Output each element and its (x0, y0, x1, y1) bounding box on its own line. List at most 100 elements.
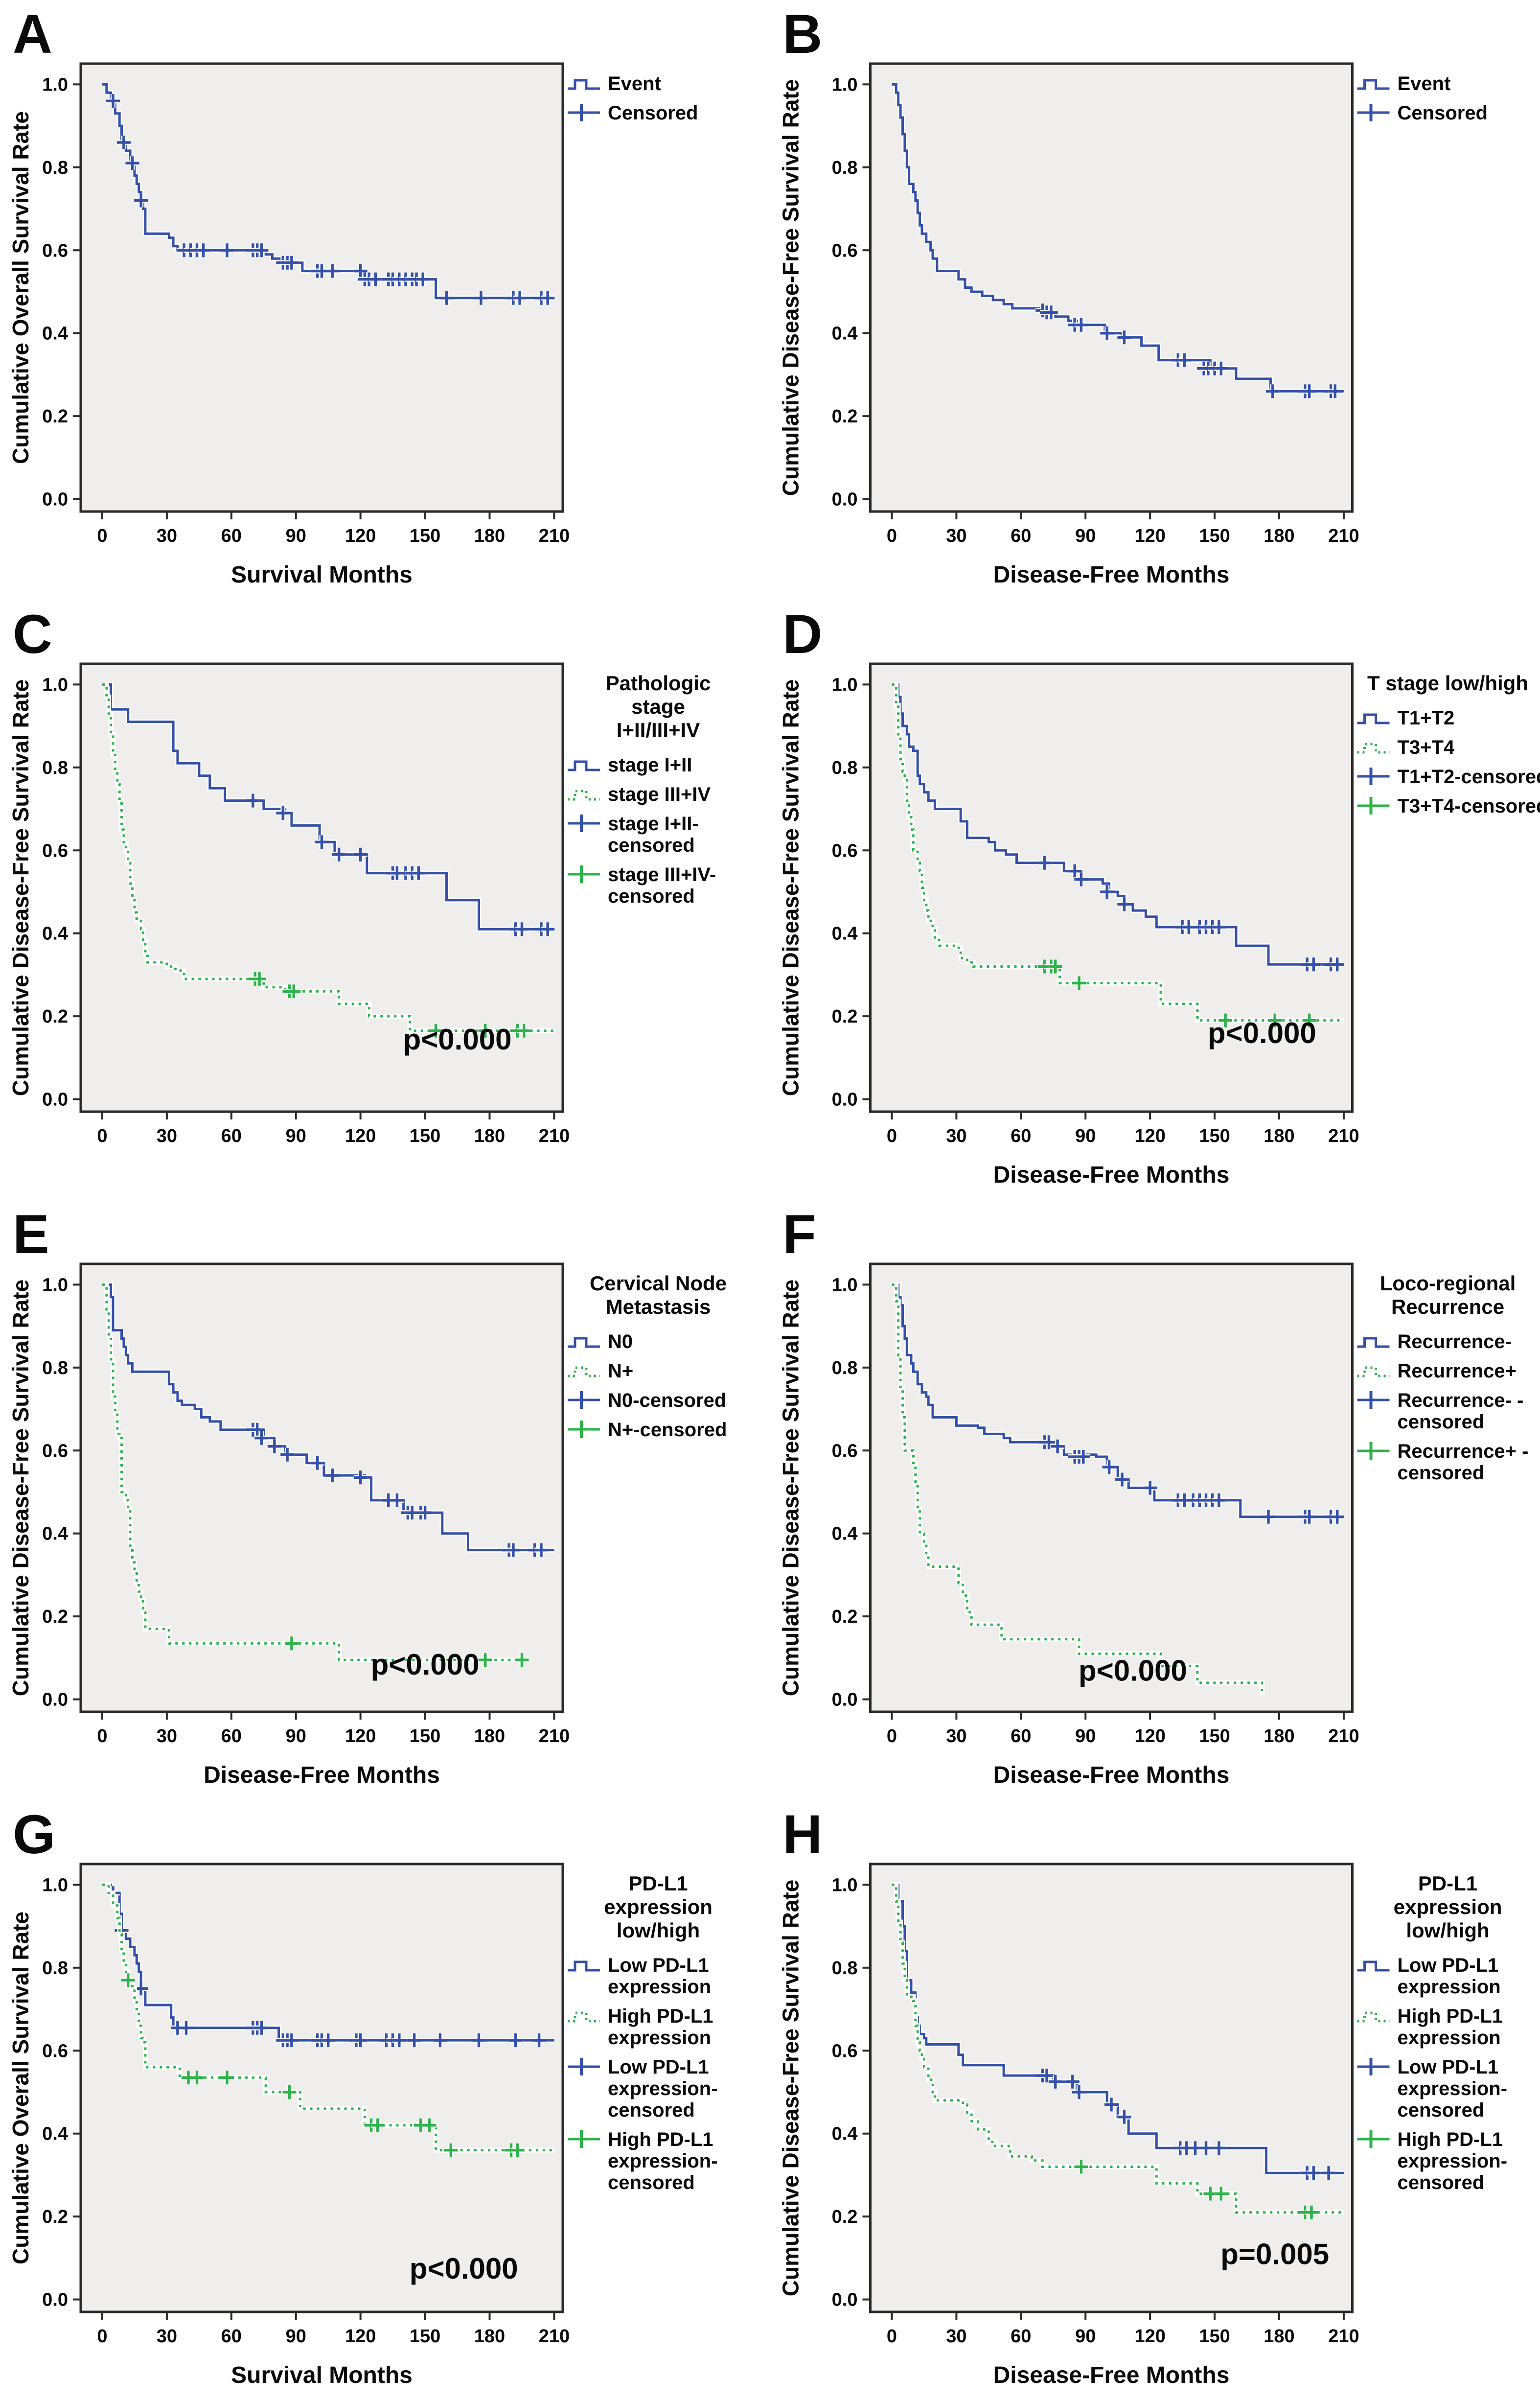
x-tick-label: 0 (887, 1726, 897, 1747)
legend-entry-label: N+ (608, 1360, 633, 1382)
plot-frame (869, 62, 1354, 513)
x-axis: 0 30 60 90 120 150 180 210 (887, 2312, 1359, 2347)
x-tick-label: 30 (157, 2326, 177, 2347)
y-tick-label: 0.8 (42, 758, 68, 778)
legend-title-line: Metastasis (606, 1295, 711, 1318)
censored-mark (368, 272, 383, 286)
legend-entry-label: censored (1398, 1462, 1485, 1484)
plot-area (81, 64, 563, 512)
censored-mark (121, 1973, 135, 1987)
x-tick-label: 150 (1199, 2326, 1230, 2347)
censored-mark (134, 193, 148, 208)
y-tick-label: 0.8 (42, 158, 68, 178)
censored-mark (353, 264, 368, 278)
censored-mark (1214, 2187, 1228, 2201)
x-tick-label: 180 (1264, 526, 1294, 546)
censored-mark (1074, 2160, 1088, 2174)
x-tick-label: 210 (539, 2326, 570, 2347)
plot-area (81, 1264, 563, 1712)
km-panel-E: p<0.000 0 30 60 90 120 150 180 210 0.0 0.2 0.4 0.6 0.… (0, 1200, 770, 1800)
x-tick-label: 60 (221, 2326, 242, 2347)
censored-mark (429, 1024, 443, 1038)
censored-mark (1212, 920, 1226, 934)
y-tick-label: 0.4 (832, 1524, 858, 1544)
censored-mark (1051, 1439, 1065, 1453)
censored-mark (254, 1431, 269, 1445)
y-axis-title: Cumulative Disease-Free Survival Rate (778, 1880, 804, 2296)
censored-mark (515, 1653, 529, 1667)
censored-marks-low-pd-l1-expression (1035, 2069, 1336, 2180)
km-plot-A: 0 30 60 90 120 150 180 210 0.0 0.2 0.4 0.6 0.8 1.0 Cum… (8, 3, 698, 588)
y-tick-label: 0.4 (832, 324, 858, 344)
censored-mark (1330, 957, 1344, 972)
censored-mark (1042, 1435, 1056, 1449)
y-axis: 0.0 0.2 0.4 0.6 0.8 1.0 (832, 1275, 871, 1710)
y-tick-label: 0.6 (832, 840, 858, 861)
censored-mark (253, 972, 266, 986)
x-tick-label: 210 (539, 526, 570, 546)
x-tick-label: 120 (345, 526, 376, 546)
censored-mark (1330, 1510, 1344, 1524)
censored-mark (1305, 2205, 1318, 2219)
legend-entry-recurrence: Recurrence- (1357, 1331, 1512, 1352)
legend-entry-label: Low PD-L1 (1398, 2056, 1499, 2078)
y-tick-label: 0.6 (832, 1441, 858, 1461)
x-tick-label: 120 (1134, 1726, 1165, 1747)
censored-mark (1212, 1493, 1226, 1507)
censored-mark (534, 1543, 548, 1557)
y-tick-label: 0.4 (42, 924, 68, 944)
legend-entry-event: Event (1357, 73, 1450, 94)
censored-mark (1074, 872, 1088, 886)
legend-entry-label: expression- (608, 2150, 718, 2172)
panel-letter: E (13, 1204, 49, 1265)
legend-entry-label: Recurrence+ - (1398, 1441, 1529, 1462)
survival-curve-stage-i-ii (102, 683, 554, 931)
legend-step-line-icon (1357, 79, 1390, 90)
censored-mark (1212, 2141, 1226, 2155)
km-panel-B: 0 30 60 90 120 150 180 210 0.0 0.2 0.4 0.6 0.8 1.0 Cum… (770, 0, 1540, 600)
censored-mark (1048, 959, 1062, 974)
censored-marks-t3-t4 (1037, 959, 1316, 1027)
y-tick-label: 1.0 (832, 74, 858, 95)
legend-entry-stage-i-ii-censored: stage I+II-censored (568, 813, 699, 856)
x-tick-label: 90 (286, 526, 306, 546)
censored-mark (284, 1636, 299, 1651)
x-axis-title: Survival Months (231, 562, 413, 588)
legend-entry-label: High PD-L1 (608, 2129, 713, 2150)
censored-mark (418, 1506, 432, 1520)
censored-mark (276, 806, 290, 820)
censored-mark (1199, 2141, 1213, 2155)
censored-marks-t1-t2 (1037, 856, 1344, 972)
legend-entry-t3-t4: T3+T4 (1357, 737, 1455, 758)
censored-mark (267, 1439, 281, 1453)
x-tick-label: 90 (286, 1126, 306, 1146)
y-tick-label: 0.6 (42, 240, 68, 261)
censored-mark (250, 1422, 264, 1437)
censored-marks-stage-i-ii (246, 793, 555, 936)
x-tick-label: 60 (1011, 1126, 1031, 1146)
y-tick-label: 0.2 (832, 1006, 858, 1027)
legend-step-line-icon (568, 790, 600, 801)
km-panel-D: p<0.000 0 30 60 90 120 150 180 210 0.0 0.2 0.4 0.6 0.… (770, 600, 1540, 1200)
censored-mark (1328, 384, 1342, 398)
censored-mark (1117, 330, 1131, 345)
legend-title-line: Cervical Node (590, 1272, 727, 1295)
legend-entry-label: Low PD-L1 (608, 1955, 709, 1976)
legend-entry-label: stage I+II- (608, 813, 699, 835)
x-tick-label: 180 (474, 1726, 505, 1747)
p-value-label: p<0.000 (1208, 1017, 1316, 1049)
censored-mark (1307, 2166, 1321, 2180)
legend-entry-t3-t4-censored: T3+T4-censored (1357, 795, 1540, 817)
x-tick-label: 210 (539, 1126, 570, 1146)
legend-entry-n0: N0 (568, 1331, 633, 1352)
legend-entry-label: T1+T2-censored (1398, 766, 1540, 788)
censored-mark (1072, 976, 1086, 990)
x-tick-label: 30 (946, 1726, 966, 1747)
y-tick-label: 0.2 (832, 406, 858, 427)
y-axis-title: Cumulative Disease-Free Survival Rate (778, 679, 804, 1096)
censored-mark (1102, 1460, 1116, 1474)
